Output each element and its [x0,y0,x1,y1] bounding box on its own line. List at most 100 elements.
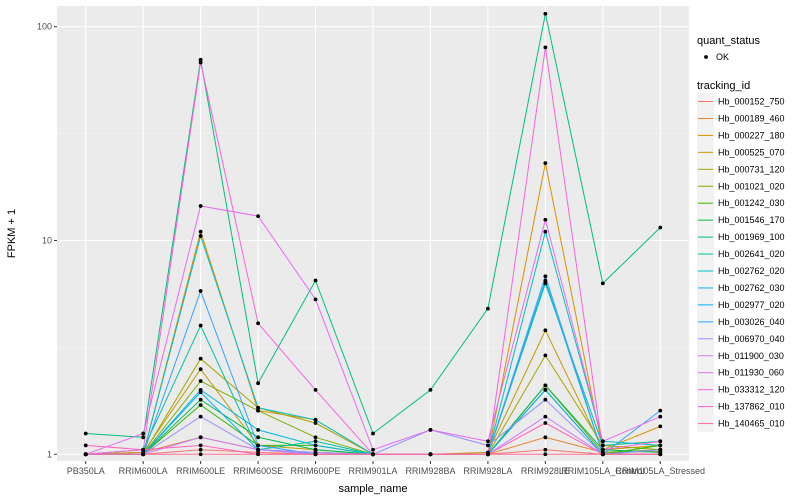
legend-title-quant-status: quant_status [697,35,760,47]
legend-tracking-id-keys: Hb_000152_750 Hb_000189_460 Hb_000227_180 H… [697,93,785,433]
data-point [198,57,203,62]
data-point [141,435,146,440]
y-axis-title: FPKM + 1 [6,209,18,258]
data-point [543,45,548,50]
data-point [83,443,88,448]
data-point [198,443,203,448]
data-point [658,414,663,419]
data-point [256,443,260,448]
data-point [83,452,88,457]
data-point [658,408,663,413]
legend-label-series: Hb_006970_040 [718,334,785,344]
data-point [313,443,318,448]
legend-label-series: Hb_033312_120 [718,385,785,395]
data-point [486,443,490,448]
legend-label-series: Hb_140465_010 [718,419,785,429]
legend-label-series: Hb_011930_060 [718,368,784,378]
x-tick-label: RRIM600LE [176,466,225,476]
data-point [198,452,203,457]
data-point [198,390,203,395]
data-point [658,424,663,429]
legend-label-series: Hb_002977_020 [718,300,785,310]
data-point [198,323,203,328]
legend-label-series: Hb_011900_030 [718,351,784,361]
x-tick-label: PB350LA [67,466,105,476]
data-point [543,414,548,419]
data-point [543,435,548,440]
data-point [543,328,548,333]
data-point [543,274,548,279]
data-point [313,417,318,422]
legend-label-series: Hb_001969_100 [718,232,785,242]
legend-point-key [704,55,708,59]
data-point [486,452,490,457]
data-point [543,161,548,166]
legend-label-series: Hb_000152_750 [718,97,785,107]
data-point [256,214,260,219]
data-point [543,278,548,283]
data-point [198,403,203,407]
data-point [543,353,548,358]
legend-label-series: Hb_002762_030 [718,283,785,293]
data-point [600,439,605,444]
legend-label-series: Hb_000731_120 [718,164,785,174]
data-point [141,431,146,436]
data-point [543,383,548,388]
legend-label-series: Hb_000525_070 [718,147,785,157]
data-point [428,428,433,432]
data-point [313,297,318,302]
data-point [658,447,663,452]
data-point [256,408,260,413]
data-point [543,452,548,457]
data-point [543,281,548,286]
data-point [658,452,663,457]
data-point [256,447,260,452]
data-point [543,397,548,402]
x-tick-label: RRIM105LA_Control [561,466,644,476]
y-axis: 1 10 100 [37,22,57,459]
x-tick-label: RRIM928LA [463,466,512,476]
data-point [428,388,433,392]
legend-label-series: Hb_001546_170 [718,215,785,225]
data-point [198,367,203,372]
data-point [198,397,203,402]
y-tick-label: 100 [37,22,52,32]
y-tick-label: 1 [47,449,52,459]
x-tick-label: RRIM105LA_Stressed [615,466,705,476]
data-point [198,229,203,234]
data-point [313,435,318,440]
data-point [371,452,375,457]
data-point [313,447,318,452]
data-point [141,447,146,452]
data-point [543,217,548,222]
x-axis-title: sample_name [338,483,407,495]
data-point [658,439,663,444]
data-point [313,452,318,457]
legend-label-series: Hb_001242_030 [718,198,785,208]
data-point [256,321,260,326]
x-tick-label: RRIM600SE [233,466,283,476]
data-point [371,431,375,436]
legend-quant-status-keys: OK [704,52,729,62]
data-point [313,278,318,283]
data-point [198,356,203,361]
legend-label-series: Hb_002641_020 [718,249,785,259]
data-point [600,443,605,448]
legend-label-quant-status: OK [716,52,729,62]
x-axis: PB350LA RRIM600LA RRIM600LE RRIM600SE RRIM60… [67,461,705,476]
data-point [600,281,605,286]
data-point [198,204,203,208]
x-tick-label: RRIM600LA [119,466,168,476]
data-point [658,443,663,448]
series-points [83,11,663,457]
data-point [256,452,260,457]
data-point [141,452,146,457]
data-point [198,435,203,440]
data-point [256,428,260,432]
legend-title-tracking-id: tracking_id [697,80,750,92]
data-point [198,60,203,65]
legend-label-series: Hb_000189_460 [718,113,785,123]
data-point [198,447,203,452]
x-tick-label: RRIM600PE [291,466,341,476]
